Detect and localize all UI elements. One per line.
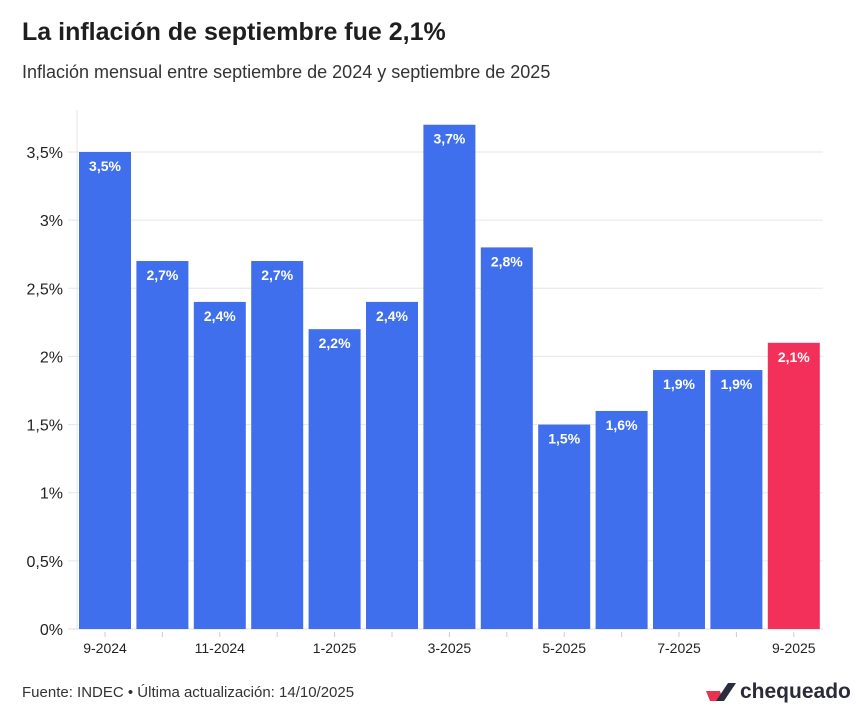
data-label: 2,2%	[319, 335, 351, 351]
bar	[710, 370, 763, 629]
bar	[538, 424, 591, 629]
y-tick-label: 2%	[40, 349, 63, 366]
x-tick-label: 5-2025	[542, 640, 586, 656]
data-label: 2,4%	[376, 308, 408, 324]
source-note: Fuente: INDEC • Última actualización: 14…	[22, 684, 355, 701]
data-label: 2,4%	[204, 308, 236, 324]
x-tick-label: 11-2024	[195, 640, 246, 656]
bar-chart: 0% 0,5% 1% 1,5% 2% 2,5% 3% 3,5% 3,5% 9-2024 2,7% 2,…	[27, 110, 823, 656]
bar	[595, 410, 648, 629]
y-tick-label: 0,5%	[27, 554, 63, 571]
bar	[480, 247, 533, 629]
logo-text: chequeado	[740, 680, 851, 703]
bar	[136, 261, 189, 629]
data-label: 2,1%	[778, 349, 810, 365]
logo-check-icon	[706, 683, 736, 701]
data-label: 1,5%	[548, 431, 580, 447]
y-tick-label: 2,5%	[27, 281, 63, 298]
bar	[308, 329, 361, 629]
data-label: 2,8%	[491, 253, 523, 269]
x-tick-label: 1-2025	[313, 640, 357, 656]
x-tick-label: 7-2025	[657, 640, 701, 656]
chart-title: La inflación de septiembre fue 2,1%	[22, 18, 446, 46]
y-tick-label: 3%	[40, 213, 63, 230]
chequeado-logo: chequeado	[706, 680, 851, 704]
bar	[423, 124, 476, 629]
x-tick-label: 9-2025	[772, 640, 816, 656]
y-tick-label: 1,5%	[27, 418, 63, 435]
data-label: 3,7%	[433, 131, 465, 147]
data-label: 2,7%	[261, 267, 293, 283]
y-tick-label: 0%	[40, 622, 63, 639]
bar	[366, 301, 418, 629]
data-label: 1,9%	[720, 376, 752, 392]
data-label: 2,7%	[146, 267, 178, 283]
bar	[79, 152, 131, 629]
bar	[653, 370, 705, 629]
x-tick-label: 3-2025	[428, 640, 472, 656]
bar	[251, 261, 304, 629]
data-label: 3,5%	[89, 158, 121, 174]
bar	[193, 301, 246, 629]
y-tick-label: 1%	[40, 486, 63, 503]
x-tick-label: 9-2024	[83, 640, 127, 656]
data-label: 1,6%	[606, 417, 638, 433]
y-tick-label: 3,5%	[27, 145, 63, 162]
chart-subtitle: Inflación mensual entre septiembre de 20…	[22, 62, 551, 82]
data-label: 1,9%	[663, 376, 695, 392]
bar	[767, 342, 820, 629]
